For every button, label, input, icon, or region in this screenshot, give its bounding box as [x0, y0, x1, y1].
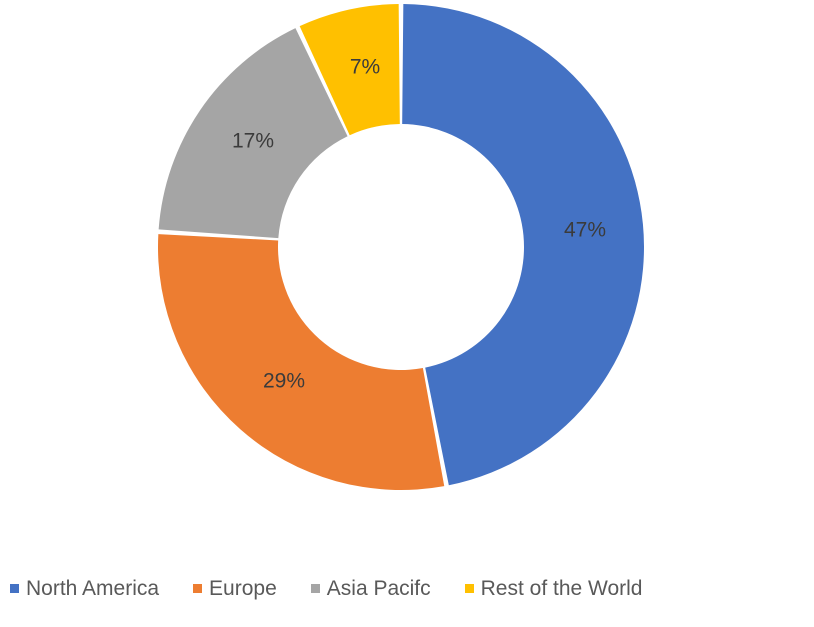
data-label-europe: 29% [263, 370, 305, 393]
legend-item-label: North America [26, 576, 160, 600]
legend-swatch-icon [10, 583, 19, 593]
legend-item-label: Rest of the World [480, 576, 643, 600]
donut-data-labels-group: 47% 29% 17% 7% [232, 56, 606, 393]
donut-slice-europe[interactable] [158, 234, 445, 490]
donut-slice-north-america[interactable] [402, 4, 644, 486]
legend-swatch-icon [193, 583, 203, 593]
donut-slices-group [158, 4, 644, 490]
chart-plot-area: 47% 29% 17% 7% [158, 4, 644, 490]
legend-item-rest-of-the-world[interactable]: Rest of the World [464, 576, 643, 600]
legend-item-label: Asia Pacifc [326, 576, 431, 600]
donut-slice-rest-of-the-world[interactable] [299, 4, 400, 136]
data-label-rest-of-the-world: 7% [350, 56, 380, 79]
data-label-north-america: 47% [564, 219, 606, 242]
legend-swatch-icon [464, 583, 474, 593]
chart-legend: North America Europe Asia Pacifc Rest of th… [0, 566, 814, 610]
data-label-asia-pacifc: 17% [232, 130, 274, 153]
legend-item-north-america[interactable]: North America [10, 578, 159, 599]
donut-slice-asia-pacifc[interactable] [158, 28, 348, 239]
legend-swatch-icon [310, 583, 320, 593]
donut-svg: 47% 29% 17% 7% [158, 4, 644, 490]
legend-item-label: Europe [209, 576, 277, 600]
legend-item-asia-pacifc[interactable]: Asia Pacifc [310, 576, 431, 600]
legend-item-europe[interactable]: Europe [193, 578, 277, 599]
